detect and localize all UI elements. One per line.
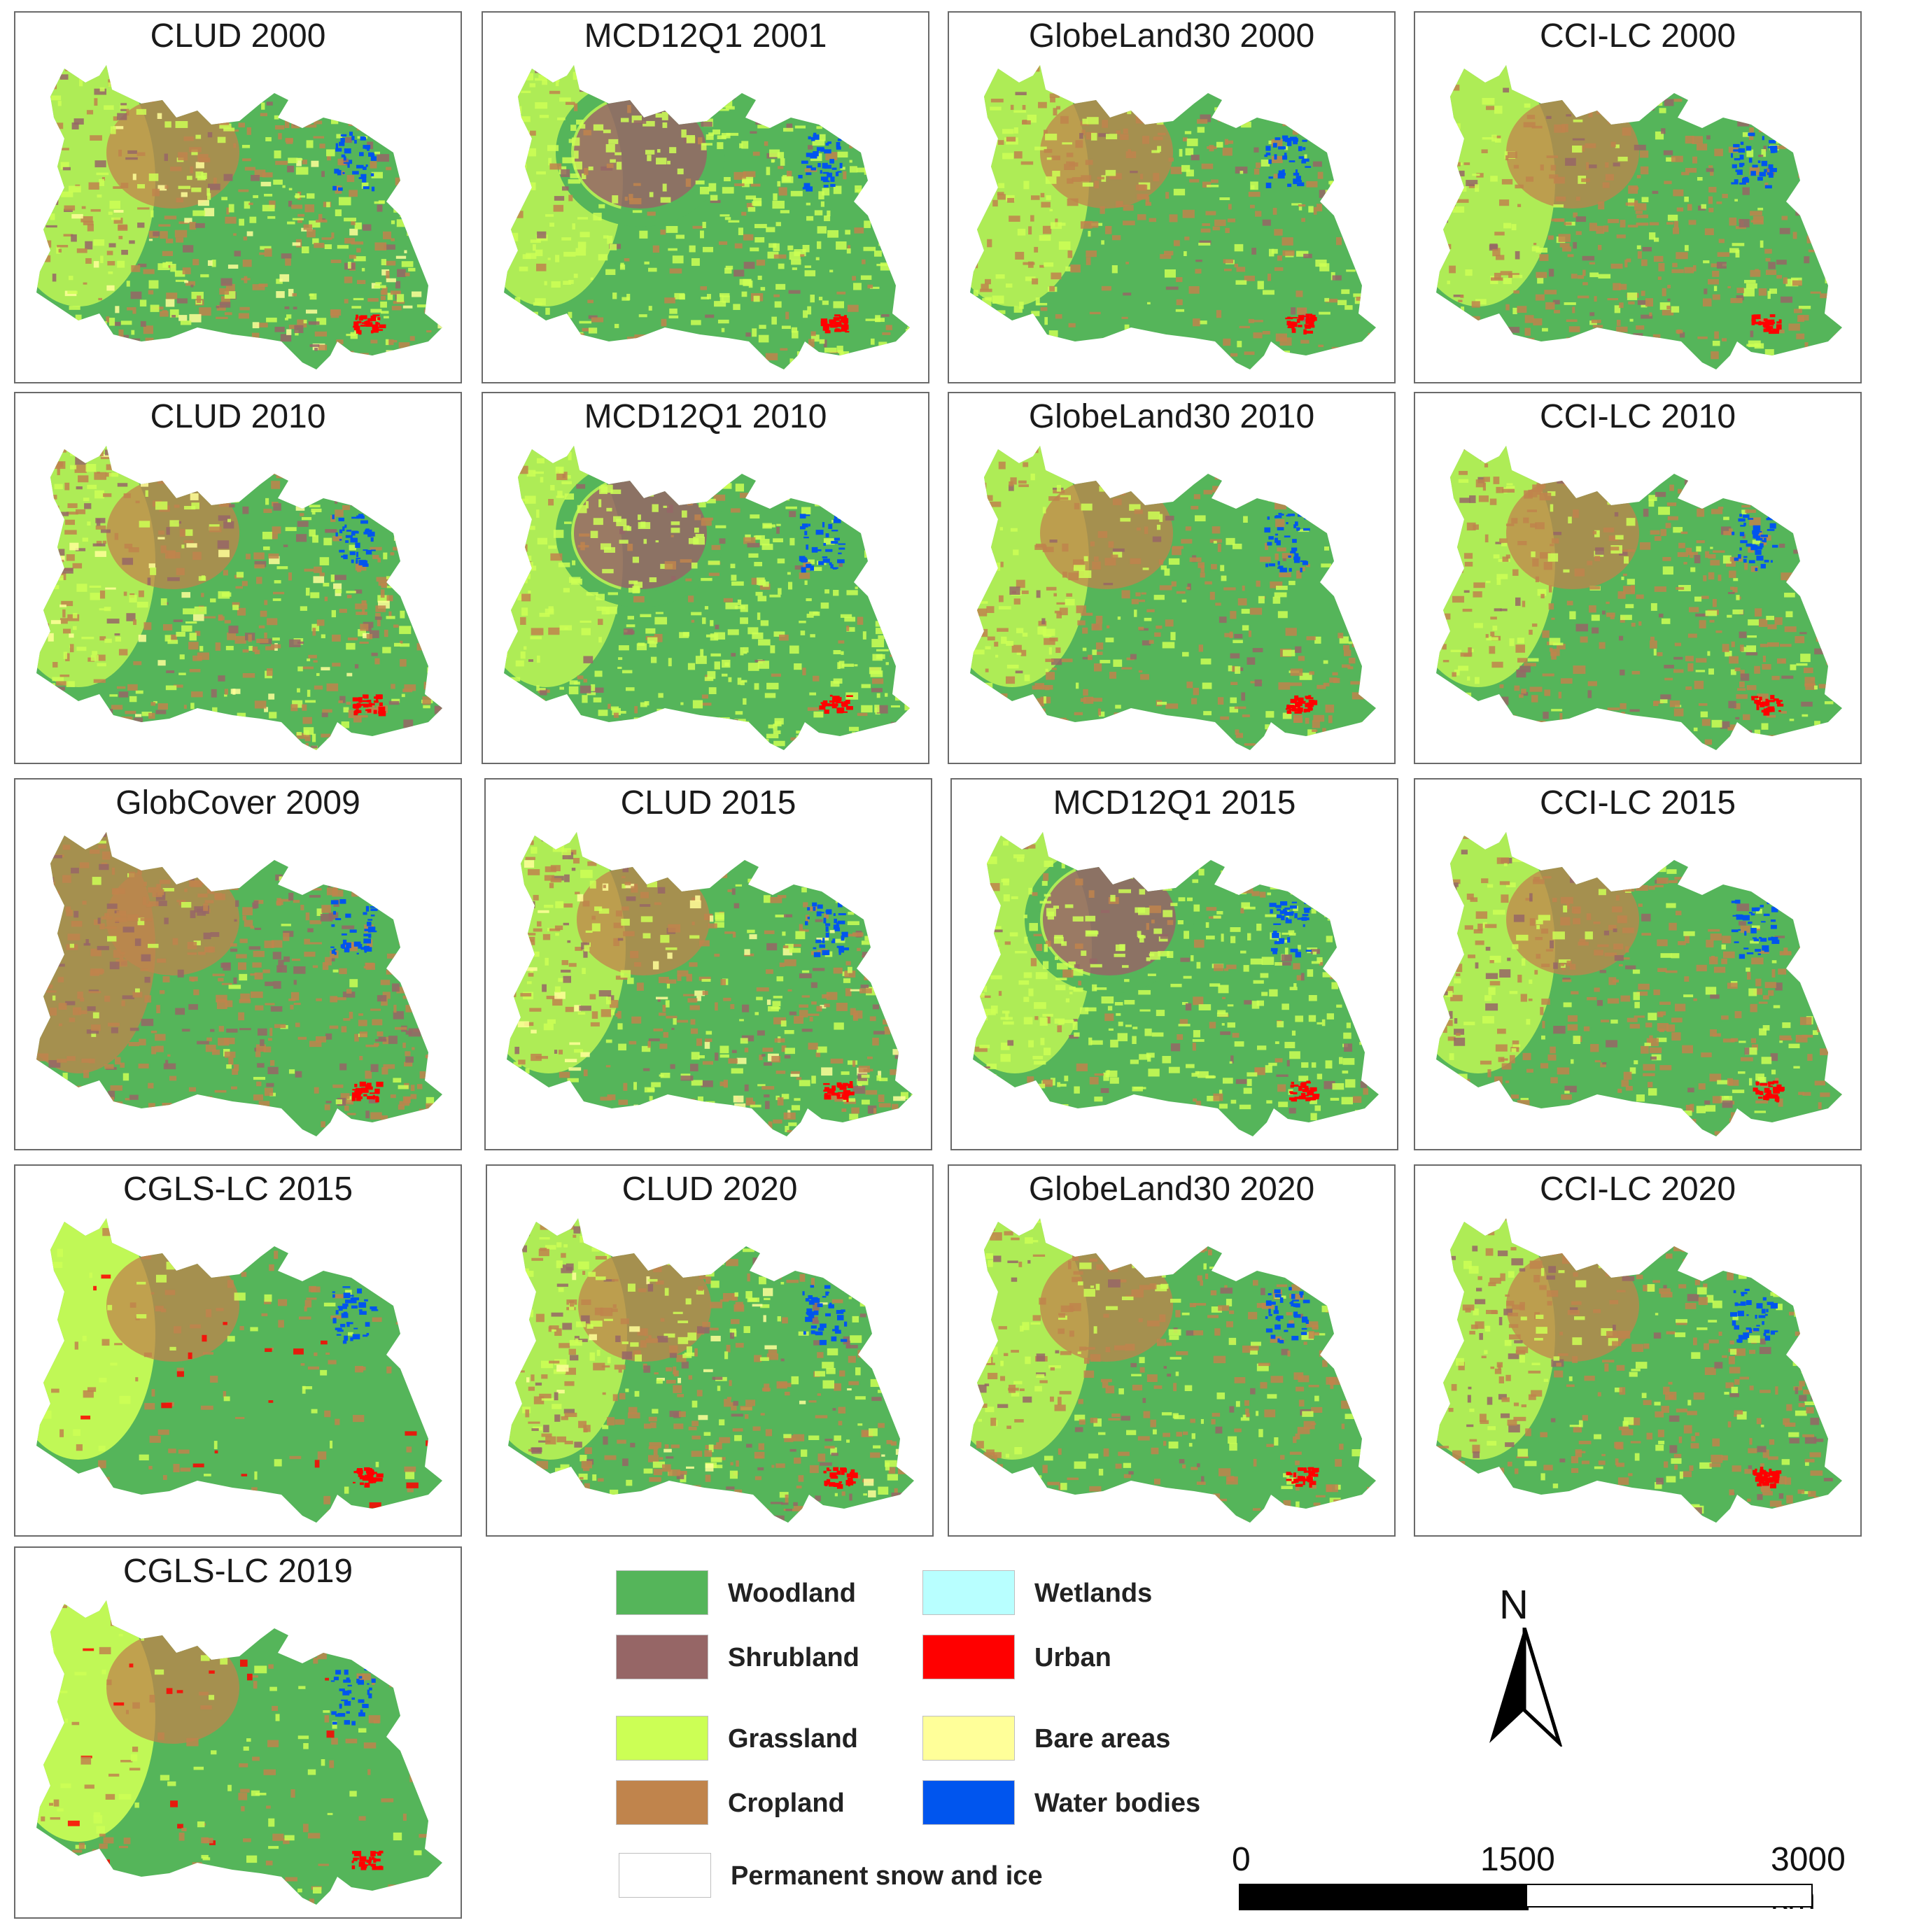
scale-bar-white [1526,1884,1813,1908]
land-cover-map [1436,65,1842,369]
map-panel-title: MCD12Q1 2001 [584,17,827,55]
land-cover-map [1436,1218,1842,1523]
map-panel: GlobeLand30 2010 [948,392,1396,764]
legend-swatch [616,1570,708,1615]
map-panel: CCI-LC 2015 [1414,778,1862,1150]
map-panel-title: CLUD 2020 [622,1171,798,1208]
map-panel: GlobeLand30 2020 [948,1164,1396,1537]
map-panel-title: GlobCover 2009 [115,784,360,822]
map-panel: MCD12Q1 2001 [482,11,929,383]
legend-label: Permanent snow and ice [731,1861,1043,1891]
land-cover-map [36,1218,442,1523]
map-panel: CLUD 2020 [486,1164,934,1537]
map-panel-title: GlobeLand30 2010 [1028,398,1315,435]
map-panel-title: CCI-LC 2010 [1539,398,1736,435]
map-panel: CLUD 2000 [14,11,462,383]
map-panel: CLUD 2015 [484,778,932,1150]
map-panel-title: CCI-LC 2020 [1539,1171,1736,1208]
land-cover-map [504,446,910,750]
scale-bar-black [1239,1884,1529,1910]
map-panel: MCD12Q1 2010 [482,392,929,764]
land-cover-map [36,832,442,1136]
map-panel-title: CLUD 2015 [620,784,796,822]
map-panel: CLUD 2010 [14,392,462,764]
land-cover-map [36,65,442,369]
legend-label: Shrubland [728,1643,859,1672]
legend-label: Wetlands [1034,1579,1153,1608]
map-panel: MCD12Q1 2015 [950,778,1398,1150]
legend-label: Urban [1034,1643,1111,1672]
land-cover-map [970,1218,1376,1523]
legend-swatch [616,1635,708,1679]
land-cover-map [508,1218,914,1523]
map-panel-title: GlobeLand30 2020 [1028,1171,1315,1208]
legend-swatch [616,1780,708,1825]
north-arrow-label: N [1499,1582,1529,1628]
land-cover-map [504,65,910,369]
land-cover-map [973,832,1379,1136]
land-cover-map [970,65,1376,369]
map-panel-title: GlobeLand30 2000 [1028,17,1315,55]
land-cover-map [507,832,913,1136]
legend-label: Water bodies [1034,1789,1201,1818]
map-panel-title: CCI-LC 2015 [1539,784,1736,822]
legend-label: Woodland [728,1579,856,1608]
map-panel-title: CGLS-LC 2015 [122,1171,353,1208]
legend-swatch [619,1853,711,1898]
map-panel-title: CGLS-LC 2019 [122,1553,353,1590]
map-panel-title: MCD12Q1 2015 [1053,784,1296,822]
legend-label: Bare areas [1034,1724,1171,1754]
legend-swatch [922,1570,1015,1615]
map-panel: GlobeLand30 2000 [948,11,1396,383]
map-panel: CGLS-LC 2019 [14,1546,462,1919]
scale-bar: 0 1500 3000 km [1232,1840,1869,1917]
map-panel: CCI-LC 2020 [1414,1164,1862,1537]
scale-label-0: 0 [1232,1841,1251,1878]
legend-label: Cropland [728,1789,845,1818]
scale-label-1500: 1500 [1480,1841,1555,1878]
map-panel-title: CLUD 2000 [150,17,326,55]
map-panel: GlobCover 2009 [14,778,462,1150]
legend-label: Grassland [728,1724,858,1754]
land-cover-map [1436,446,1842,750]
map-panel-title: MCD12Q1 2010 [584,398,827,435]
map-panel-title: CLUD 2010 [150,398,326,435]
legend-swatch [922,1780,1015,1825]
land-cover-map [1436,832,1842,1136]
map-panel-title: CCI-LC 2000 [1539,17,1736,55]
land-cover-map [36,1600,442,1905]
map-panel: CCI-LC 2010 [1414,392,1862,764]
north-arrow-icon [1489,1628,1563,1747]
north-arrow: N [1484,1581,1568,1749]
map-panel: CGLS-LC 2015 [14,1164,462,1537]
legend-swatch [922,1716,1015,1761]
land-cover-map [970,446,1376,750]
legend-swatch [616,1716,708,1761]
land-cover-map [36,446,442,750]
legend-swatch [922,1635,1015,1679]
map-panel: CCI-LC 2000 [1414,11,1862,383]
